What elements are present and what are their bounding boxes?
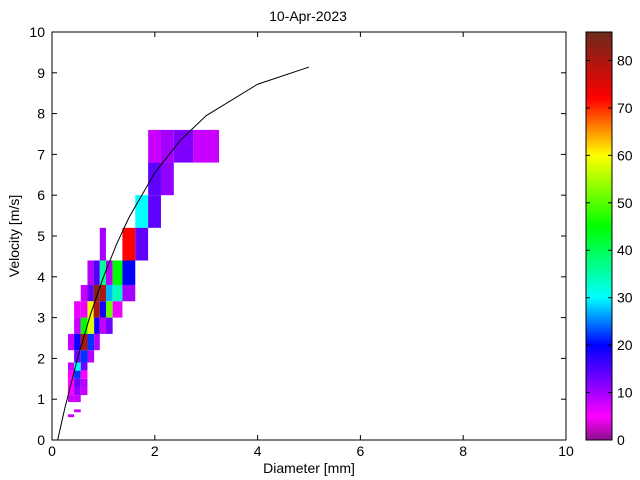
heatmap-cell xyxy=(105,260,113,285)
heatmap-cell xyxy=(148,129,161,163)
heatmap-cell xyxy=(135,195,149,228)
y-axis: 0 1 2 3 4 5 6 7 8 9 10 xyxy=(29,24,566,448)
heatmap-cell xyxy=(160,162,174,196)
y-tick-label: 7 xyxy=(37,146,45,162)
heatmap-cell xyxy=(80,333,88,351)
x-tick-label: 0 xyxy=(48,443,56,459)
x-tick-label: 6 xyxy=(357,443,365,459)
heatmap-cell xyxy=(80,301,88,318)
heatmap-cell xyxy=(173,129,194,163)
heatmap-cell xyxy=(80,317,88,334)
y-tick-label: 5 xyxy=(37,228,45,244)
heatmap-cell xyxy=(99,260,106,285)
heatmap-cell xyxy=(160,129,174,163)
heatmap-cell xyxy=(99,284,106,302)
colorbar-tick-label: 50 xyxy=(617,195,633,211)
heatmap-cell xyxy=(74,409,81,413)
colorbar-tick-label: 20 xyxy=(617,337,633,353)
heatmap-cell xyxy=(122,227,136,261)
heatmap-cell xyxy=(74,362,81,371)
colorbar-tick-label: 60 xyxy=(617,147,633,163)
heatmap-cell xyxy=(87,350,95,363)
heatmap-cell xyxy=(112,301,123,318)
y-tick-label: 4 xyxy=(37,269,45,285)
heatmap-cell xyxy=(87,284,94,302)
colorbar-tick-label: 40 xyxy=(617,242,633,258)
heatmap-cell xyxy=(93,284,100,302)
colorbar-tick-label: 30 xyxy=(617,290,633,306)
x-axis: 0 2 4 6 8 10 xyxy=(48,32,574,459)
heatmap-cell xyxy=(112,260,123,285)
heatmap-cell xyxy=(135,227,149,261)
heatmap-cell xyxy=(93,301,100,318)
heatmap-cell xyxy=(74,333,81,351)
x-tick-label: 10 xyxy=(558,443,574,459)
heatmap-cell xyxy=(67,395,75,403)
heatmap-cell xyxy=(80,284,88,302)
colorbar xyxy=(585,31,613,441)
heatmap-cell xyxy=(67,362,75,371)
heatmap-cell xyxy=(67,414,75,418)
heatmap-cell xyxy=(94,317,100,334)
y-tick-label: 10 xyxy=(29,24,45,40)
heatmap-cell xyxy=(67,333,75,351)
heatmap-cell xyxy=(80,378,88,387)
heatmap-cell xyxy=(93,260,100,285)
heatmap-cell xyxy=(74,395,81,403)
colorbar-tick-label: 0 xyxy=(617,432,625,448)
heatmap-cell xyxy=(80,370,88,379)
chart-title: 10-Apr-2023 xyxy=(269,8,347,24)
y-tick-label: 8 xyxy=(37,106,45,122)
colorbar-tick-label: 70 xyxy=(617,100,633,116)
x-tick-label: 2 xyxy=(151,443,159,459)
heatmap-cells xyxy=(67,129,220,418)
heatmap-cell xyxy=(122,260,136,285)
colorbar-tick-label: 80 xyxy=(617,52,633,68)
heatmap-cell xyxy=(74,301,81,318)
heatmap-cell xyxy=(148,195,161,228)
heatmap-cell xyxy=(87,317,95,334)
heatmap-cell xyxy=(105,317,113,334)
y-tick-label: 0 xyxy=(37,432,45,448)
y-tick-label: 2 xyxy=(37,350,45,366)
y-axis-label: Velocity [m/s] xyxy=(6,195,22,277)
x-tick-label: 8 xyxy=(459,443,467,459)
heatmap-cell xyxy=(67,370,75,379)
heatmap-cell xyxy=(99,227,106,261)
heatmap-cell xyxy=(74,378,81,387)
heatmap-cell xyxy=(74,350,81,363)
colorbar-ticks: 0 10 20 30 40 50 60 70 80 xyxy=(586,52,633,448)
heatmap-cell xyxy=(87,301,94,318)
heatmap-cell xyxy=(67,386,75,396)
heatmap-cell xyxy=(80,386,88,396)
heatmap-cell xyxy=(193,129,220,163)
y-tick-label: 3 xyxy=(37,310,45,326)
heatmap-cell xyxy=(74,386,81,396)
y-tick-label: 9 xyxy=(37,65,45,81)
heatmap-cell xyxy=(99,317,106,334)
heatmap-cell xyxy=(87,260,94,285)
heatmap-cell xyxy=(80,362,88,371)
y-tick-label: 1 xyxy=(37,391,45,407)
x-axis-label: Diameter [mm] xyxy=(263,460,355,476)
x-tick-label: 4 xyxy=(254,443,262,459)
y-tick-label: 6 xyxy=(37,187,45,203)
fall-speed-curve xyxy=(57,66,310,441)
heatmap-cell xyxy=(80,350,88,363)
heatmap-cell xyxy=(105,284,113,302)
heatmap-cell xyxy=(122,284,136,302)
heatmap-cell xyxy=(112,284,123,302)
heatmap-cell xyxy=(99,301,106,318)
fall-speed-line xyxy=(57,66,310,441)
heatmap-cell xyxy=(148,162,161,196)
heatmap-cell xyxy=(74,317,81,334)
heatmap-cell xyxy=(87,333,95,351)
heatmap-cell xyxy=(94,333,100,351)
heatmap-cell xyxy=(105,301,113,318)
heatmap-cell xyxy=(74,370,81,379)
colorbar-tick-label: 10 xyxy=(617,385,633,401)
